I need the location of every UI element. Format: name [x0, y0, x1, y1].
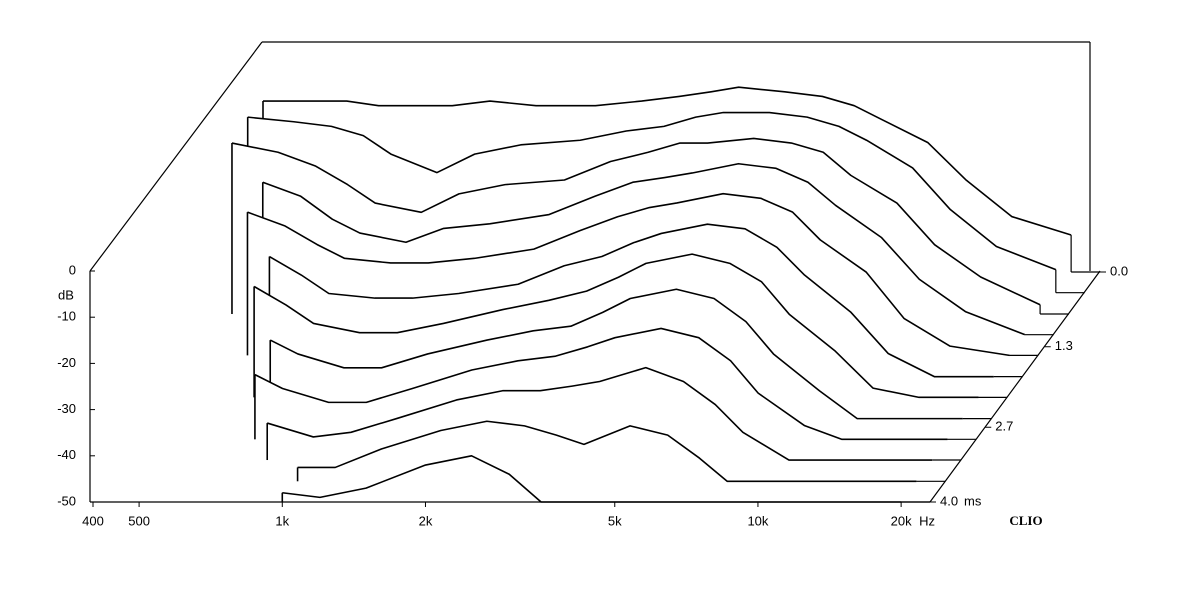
- z-tick-label: 4.0: [940, 493, 958, 508]
- x-tick-label: 2k: [419, 513, 433, 528]
- slice-line: [247, 192, 1010, 357]
- y-tick-label: -40: [57, 447, 76, 462]
- y-tick-label: -20: [57, 355, 76, 370]
- slice-line: [297, 420, 917, 483]
- y-tick-label: -30: [57, 401, 76, 416]
- y-axis-label: dB: [58, 287, 74, 302]
- slices: [231, 86, 1100, 503]
- slice-line: [269, 288, 963, 420]
- slice-line: [247, 111, 1057, 271]
- x-tick-label: 500: [128, 513, 150, 528]
- slice-line: [266, 366, 933, 461]
- slice-line: [231, 137, 1041, 306]
- slice-line: [262, 162, 1026, 336]
- slice-line: [254, 327, 948, 441]
- y-tick-label: 0: [69, 262, 76, 277]
- slice-line: [253, 253, 979, 399]
- x-tick-label: 5k: [608, 513, 622, 528]
- frame-line: [89, 41, 263, 272]
- slice-line: [263, 86, 1072, 236]
- x-tick-label: 20k: [891, 513, 912, 528]
- y-tick-label: -50: [57, 493, 76, 508]
- slice-fill: [282, 455, 902, 502]
- z-tick-label: 0.0: [1110, 263, 1128, 278]
- x-unit: Hz: [919, 513, 935, 528]
- y-tick-label: -10: [57, 309, 76, 324]
- x-tick-label: 10k: [747, 513, 768, 528]
- slice-line: [269, 223, 994, 378]
- brand: CLIO: [1009, 513, 1042, 528]
- z-unit: ms: [964, 493, 982, 508]
- z-axis: [929, 270, 1101, 503]
- x-tick-label: 1k: [275, 513, 289, 528]
- z-tick-label: 1.3: [1055, 338, 1073, 353]
- z-tick-label: 2.7: [995, 419, 1013, 434]
- x-tick-label: 400: [82, 513, 104, 528]
